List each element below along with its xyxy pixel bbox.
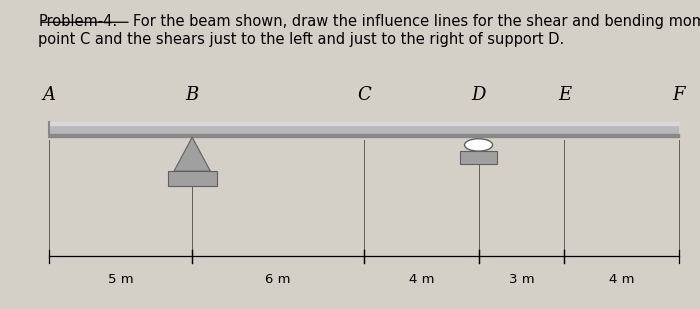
Text: E: E [558, 86, 571, 104]
Text: D: D [471, 86, 486, 104]
Bar [461, 151, 497, 164]
Text: C: C [357, 86, 371, 104]
Text: A: A [43, 86, 55, 104]
Text: B: B [186, 86, 199, 104]
Text: 4 m: 4 m [409, 273, 434, 286]
Text: For the beam shown, draw the influence lines for the shear and bending moment at: For the beam shown, draw the influence l… [133, 14, 700, 29]
Circle shape [465, 139, 493, 151]
Text: 6 m: 6 m [265, 273, 290, 286]
Text: Problem-4.: Problem-4. [38, 14, 118, 29]
Text: 4 m: 4 m [609, 273, 634, 286]
Text: 3 m: 3 m [509, 273, 534, 286]
Bar [167, 171, 217, 186]
Text: F: F [673, 86, 685, 104]
Polygon shape [174, 137, 211, 171]
Bar [49, 122, 679, 137]
Text: point C and the shears just to the left and just to the right of support D.: point C and the shears just to the left … [38, 32, 565, 48]
Text: 5 m: 5 m [108, 273, 134, 286]
